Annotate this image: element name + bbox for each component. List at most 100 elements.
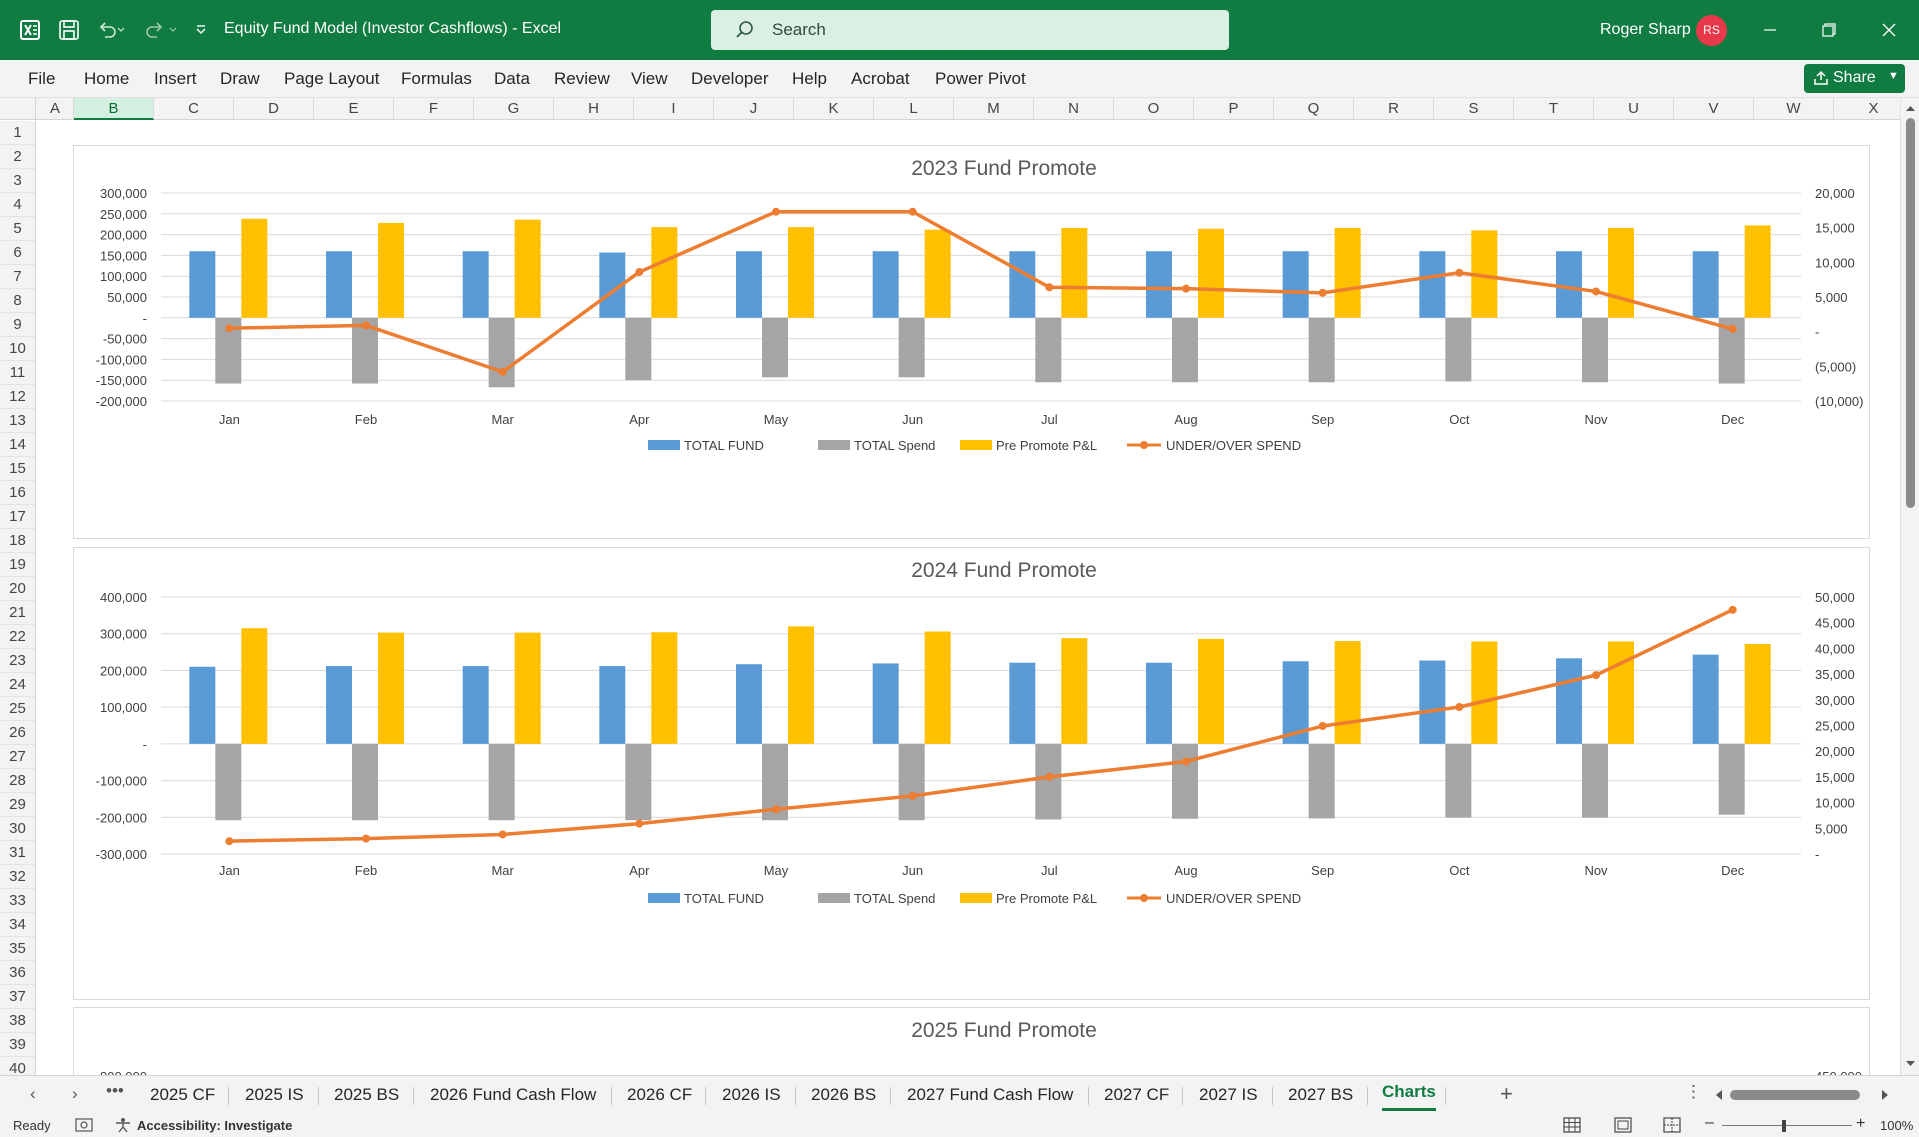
row-header-36[interactable]: 36 [0, 961, 35, 985]
search-input[interactable]: Search [711, 10, 1229, 50]
undo-dropdown-icon[interactable] [114, 15, 128, 45]
column-header-o[interactable]: O [1114, 98, 1194, 120]
row-header-30[interactable]: 30 [0, 817, 35, 841]
row-header-9[interactable]: 9 [0, 313, 35, 337]
vertical-scroll-thumb[interactable] [1906, 118, 1915, 508]
scroll-up-icon[interactable] [1901, 100, 1919, 116]
zoom-in-icon[interactable]: + [1856, 1115, 1866, 1132]
row-header-15[interactable]: 15 [0, 457, 35, 481]
select-all-corner[interactable] [0, 98, 36, 120]
column-header-p[interactable]: P [1194, 98, 1274, 120]
column-header-d[interactable]: D [234, 98, 314, 120]
column-header-f[interactable]: F [394, 98, 474, 120]
zoom-out-icon[interactable]: – [1705, 1114, 1714, 1131]
row-header-16[interactable]: 16 [0, 481, 35, 505]
minimize-icon[interactable] [1750, 10, 1790, 50]
close-icon[interactable] [1869, 10, 1909, 50]
row-header-5[interactable]: 5 [0, 217, 35, 241]
more-sheets-icon[interactable]: ••• [106, 1081, 124, 1100]
row-header-23[interactable]: 23 [0, 649, 35, 673]
row-header-20[interactable]: 20 [0, 577, 35, 601]
row-header-11[interactable]: 11 [0, 361, 35, 385]
vertical-scrollbar[interactable] [1900, 98, 1919, 1075]
chart-2023-fund-promote[interactable]: 2023 Fund Promote 300,000 250,000 200,000 15… [73, 145, 1870, 539]
column-header-a[interactable]: A [37, 98, 74, 120]
next-sheet-icon[interactable]: › [72, 1084, 78, 1103]
column-header-b[interactable]: B [74, 98, 154, 120]
avatar[interactable]: RS [1696, 15, 1727, 46]
sheet-tab-2026-is[interactable]: 2026 IS [722, 1085, 781, 1104]
share-button[interactable]: Share ▼ [1804, 64, 1905, 93]
column-header-i[interactable]: I [634, 98, 714, 120]
redo-dropdown-icon[interactable] [166, 15, 180, 45]
row-header-6[interactable]: 6 [0, 241, 35, 265]
row-header-38[interactable]: 38 [0, 1009, 35, 1033]
sheet-tab-2027-is[interactable]: 2027 IS [1199, 1085, 1258, 1104]
sheet-tab-2026-fund-cash-flow[interactable]: 2026 Fund Cash Flow [430, 1085, 597, 1104]
chart-2024-fund-promote[interactable]: 2024 Fund Promote 400,000 300,000 200,000 10… [73, 547, 1870, 1000]
column-header-s[interactable]: S [1434, 98, 1514, 120]
save-icon[interactable] [54, 15, 84, 45]
chevron-down-icon[interactable]: ▼ [1888, 70, 1899, 82]
tab-page-layout[interactable]: Page Layout [284, 69, 380, 88]
page-break-view-icon[interactable] [1663, 1117, 1681, 1136]
column-header-j[interactable]: J [714, 98, 794, 120]
column-header-t[interactable]: T [1514, 98, 1594, 120]
tab-review[interactable]: Review [554, 69, 610, 88]
row-header-35[interactable]: 35 [0, 937, 35, 961]
scroll-left-icon[interactable] [1712, 1086, 1726, 1104]
prev-sheet-icon[interactable]: ‹ [30, 1084, 36, 1103]
row-header-8[interactable]: 8 [0, 289, 35, 313]
tab-home[interactable]: Home [84, 69, 130, 88]
column-header-q[interactable]: Q [1274, 98, 1354, 120]
column-header-m[interactable]: M [954, 98, 1034, 120]
chart-2025-fund-promote[interactable]: 2025 Fund Promote 800,000 450,000 [73, 1007, 1870, 1075]
row-header-7[interactable]: 7 [0, 265, 35, 289]
column-header-l[interactable]: L [874, 98, 954, 120]
scroll-down-icon[interactable] [1901, 1056, 1919, 1072]
column-header-k[interactable]: K [794, 98, 874, 120]
row-header-32[interactable]: 32 [0, 865, 35, 889]
column-header-c[interactable]: C [154, 98, 234, 120]
column-header-w[interactable]: W [1754, 98, 1834, 120]
zoom-slider-handle[interactable] [1782, 1120, 1786, 1132]
row-header-12[interactable]: 12 [0, 385, 35, 409]
row-header-24[interactable]: 24 [0, 673, 35, 697]
scroll-right-icon[interactable] [1878, 1086, 1892, 1104]
zoom-slider[interactable] [1722, 1125, 1852, 1126]
zoom-level[interactable]: 100% [1880, 1118, 1914, 1133]
sheet-tab-2025-bs[interactable]: 2025 BS [334, 1085, 400, 1104]
row-header-3[interactable]: 3 [0, 169, 35, 193]
tab-developer[interactable]: Developer [691, 69, 769, 88]
worksheet-grid[interactable]: 2023 Fund Promote 300,000 250,000 200,000 15… [37, 121, 1900, 1075]
row-header-1[interactable]: 1 [0, 121, 35, 145]
add-sheet-icon[interactable]: + [1500, 1081, 1513, 1106]
row-header-39[interactable]: 39 [0, 1033, 35, 1057]
horizontal-scroll-thumb[interactable] [1730, 1090, 1860, 1100]
tab-help[interactable]: Help [792, 69, 827, 88]
tab-options-icon[interactable]: ⋮ [1685, 1082, 1702, 1101]
column-header-r[interactable]: R [1354, 98, 1434, 120]
undo-icon[interactable] [92, 15, 122, 45]
column-header-v[interactable]: V [1674, 98, 1754, 120]
horizontal-scrollbar[interactable] [1712, 1086, 1892, 1104]
row-header-18[interactable]: 18 [0, 529, 35, 553]
sheet-tab-2027-bs[interactable]: 2027 BS [1288, 1085, 1354, 1104]
redo-icon[interactable] [140, 15, 170, 45]
row-header-26[interactable]: 26 [0, 721, 35, 745]
row-header-10[interactable]: 10 [0, 337, 35, 361]
page-layout-view-icon[interactable] [1614, 1117, 1632, 1136]
column-header-e[interactable]: E [314, 98, 394, 120]
row-header-14[interactable]: 14 [0, 433, 35, 457]
column-header-g[interactable]: G [474, 98, 554, 120]
row-header-28[interactable]: 28 [0, 769, 35, 793]
column-header-h[interactable]: H [554, 98, 634, 120]
column-header-n[interactable]: N [1034, 98, 1114, 120]
sheet-tab-charts[interactable]: Charts [1382, 1082, 1436, 1111]
sheet-tab-2025-cf[interactable]: 2025 CF [150, 1085, 216, 1104]
tab-view[interactable]: View [631, 69, 668, 88]
tab-file[interactable]: File [28, 69, 56, 88]
row-header-19[interactable]: 19 [0, 553, 35, 577]
row-header-33[interactable]: 33 [0, 889, 35, 913]
sheet-tab-2027-cf[interactable]: 2027 CF [1104, 1085, 1170, 1104]
